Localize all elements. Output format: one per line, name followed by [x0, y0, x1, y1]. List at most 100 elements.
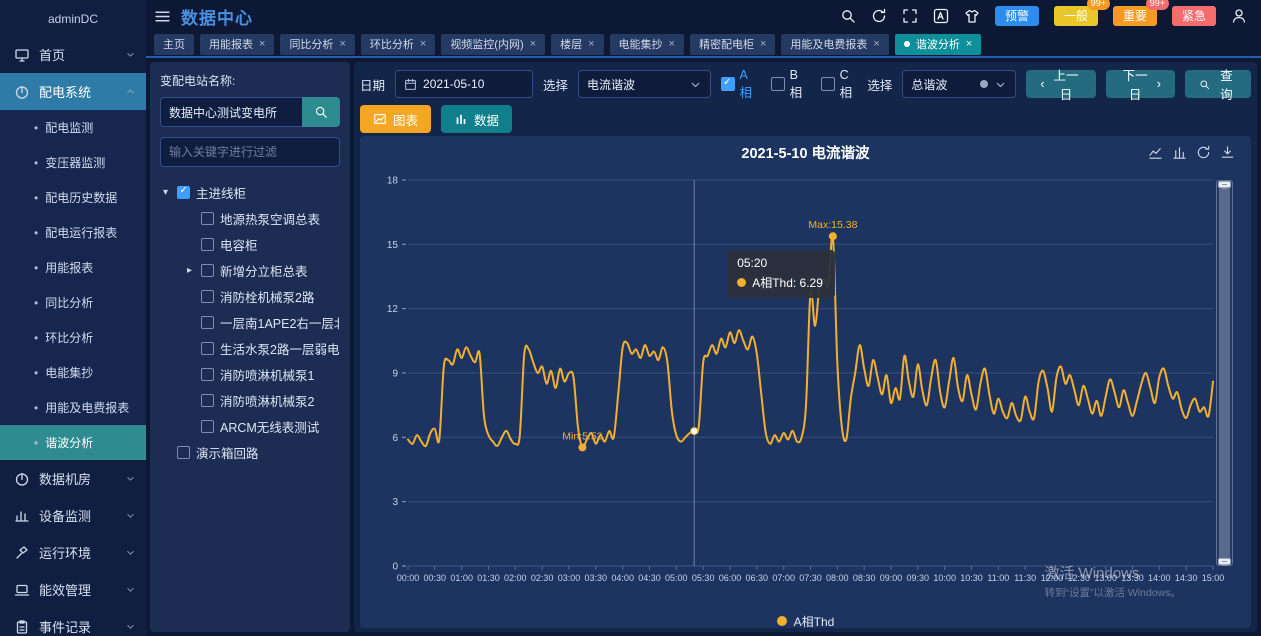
tab-close-icon[interactable]: × [339, 38, 346, 50]
harmonic-type-select[interactable]: 电流谐波 [578, 70, 711, 98]
tab-close-icon[interactable]: × [965, 38, 973, 50]
tool-line-icon[interactable] [1148, 145, 1163, 160]
station-search-button[interactable] [302, 97, 340, 127]
checkbox[interactable] [820, 77, 835, 91]
tab-用能报表[interactable]: 用能报表 × [200, 33, 275, 55]
tree-node-消防栓机械泵2路[interactable]: 消防栓机械泵2路 [160, 283, 340, 309]
tree-checkbox[interactable] [201, 237, 214, 251]
checkbox[interactable] [770, 77, 785, 91]
datazoom-handle-bottom[interactable] [1218, 558, 1231, 566]
tree-node-电容柜[interactable]: 电容柜 [160, 231, 340, 257]
refresh-icon[interactable] [871, 8, 887, 24]
datazoom-window[interactable] [1219, 186, 1230, 560]
tree-node-主进线柜[interactable]: ▾ 主进线柜 [160, 179, 340, 205]
sidebar-item-数据机房[interactable]: 数据机房 [0, 460, 146, 497]
caret-down-icon[interactable]: ▾ [162, 186, 169, 198]
tree-checkbox[interactable] [201, 341, 214, 355]
sidebar-item-运行环境[interactable]: 运行环境 [0, 534, 146, 571]
sidebar-item-配电系统[interactable]: 配电系统 [0, 73, 146, 110]
tree-checkbox[interactable] [177, 185, 190, 199]
sidebar-subitem-用能及电费报表[interactable]: • 用能及电费报表 [0, 390, 146, 425]
station-input[interactable] [160, 97, 302, 127]
fullscreen-icon[interactable] [902, 8, 918, 24]
harmonic-line-chart[interactable]: 0 3 6 9 12 15 18 00:00 00:30 01:00 01:30 02:00 02:30… [368, 166, 1250, 610]
sidebar-item-首页[interactable]: 首页 [0, 36, 146, 73]
checkbox[interactable] [720, 77, 735, 91]
sidebar-item-设备监测[interactable]: 设备监测 [0, 497, 146, 534]
alert-button-预警[interactable]: 预警 [994, 6, 1039, 26]
tab-楼层[interactable]: 楼层 × [551, 33, 604, 55]
menu-toggle-icon[interactable] [154, 8, 171, 25]
sidebar-subitem-电能集抄[interactable]: • 电能集抄 [0, 355, 146, 390]
tab-close-icon[interactable]: × [588, 38, 595, 50]
tree-node-一层南1APE2右一层北1APE1左[interactable]: 一层南1APE2右一层北1APE1左 [160, 309, 340, 335]
chart-legend[interactable]: A相Thd [368, 610, 1243, 628]
tab-close-icon[interactable]: × [529, 38, 537, 50]
sidebar-subitem-谐波分析[interactable]: • 谐波分析 [0, 425, 146, 460]
user-icon[interactable] [1231, 8, 1247, 24]
tree-filter-input[interactable] [160, 137, 340, 167]
tree-checkbox[interactable] [201, 289, 214, 303]
tree-checkbox[interactable] [201, 315, 214, 329]
alert-button-紧急[interactable]: 紧急 [1171, 6, 1216, 26]
datazoom-slider[interactable] [1216, 180, 1233, 566]
alert-button-重要[interactable]: 重要 99+ [1112, 0, 1169, 26]
sidebar: adminDC 首页 配电系统 • 配电监测 • 变压器监测 • 配电历史数据 • 配电运行报表 •… [0, 0, 146, 636]
tree-checkbox[interactable] [201, 263, 214, 277]
tree-node-生活水泵2路一层弱电房[interactable]: 生活水泵2路一层弱电房 [160, 335, 340, 361]
tree-node-ARCM无线表测试[interactable]: ARCM无线表测试 [160, 413, 340, 439]
theme-icon[interactable] [964, 8, 980, 24]
query-button[interactable]: 查询 [1184, 69, 1251, 102]
sidebar-subitem-用能报表[interactable]: • 用能报表 [0, 250, 146, 285]
font-size-icon[interactable] [933, 8, 949, 24]
tab-close-icon[interactable]: × [668, 38, 675, 50]
tab-视频监控(内网)[interactable]: 视频监控(内网) × [441, 33, 546, 55]
tab-close-icon[interactable]: × [873, 38, 880, 50]
phase-checkbox-B相[interactable]: B相 [770, 68, 807, 101]
tool-restore-icon[interactable] [1196, 145, 1211, 160]
tab-用能及电费报表[interactable]: 用能及电费报表 × [781, 33, 889, 55]
date-picker[interactable]: 2021-05-10 [395, 70, 534, 98]
tree-node-地源热泵空调总表[interactable]: 地源热泵空调总表 [160, 205, 340, 231]
sidebar-subitem-配电监测[interactable]: • 配电监测 [0, 110, 146, 145]
tree-checkbox[interactable] [201, 367, 214, 381]
caret-right-icon[interactable]: ▸ [186, 264, 193, 276]
tree-node-新增分立柜总表[interactable]: ▸ 新增分立柜总表 [160, 257, 340, 283]
tab-close-icon[interactable]: × [419, 38, 427, 50]
datazoom-handle-top[interactable] [1218, 181, 1231, 189]
tree-node-演示箱回路[interactable]: 演示箱回路 [160, 439, 340, 465]
phase-checkbox-A相[interactable]: A相 [720, 68, 757, 101]
next-day-button[interactable]: 下一日 › [1105, 69, 1175, 102]
tab-精密配电柜[interactable]: 精密配电柜 × [689, 33, 776, 55]
tree-checkbox[interactable] [201, 393, 214, 407]
tab-电能集抄[interactable]: 电能集抄 × [609, 33, 684, 55]
data-view-button[interactable]: 数据 [441, 105, 513, 133]
tab-谐波分析[interactable]: 谐波分析 × [894, 33, 982, 55]
tree-node-消防喷淋机械泵1[interactable]: 消防喷淋机械泵1 [160, 361, 340, 387]
tree-checkbox[interactable] [177, 445, 190, 459]
sidebar-subitem-配电运行报表[interactable]: • 配电运行报表 [0, 215, 146, 250]
tab-主页[interactable]: 主页 [154, 33, 194, 55]
sidebar-subitem-配电历史数据[interactable]: • 配电历史数据 [0, 180, 146, 215]
tree-checkbox[interactable] [201, 419, 214, 433]
sidebar-subitem-同比分析[interactable]: • 同比分析 [0, 285, 146, 320]
chart-view-button[interactable]: 图表 [360, 105, 432, 133]
phase-checkbox-C相[interactable]: C相 [820, 68, 858, 101]
tab-close-icon[interactable]: × [259, 38, 266, 50]
alert-button-一般[interactable]: 一般 99+ [1053, 0, 1110, 26]
tab-环比分析[interactable]: 环比分析 × [360, 33, 436, 55]
tab-同比分析[interactable]: 同比分析 × [280, 33, 355, 55]
subitem-label: 谐波分析 [45, 436, 94, 450]
tab-close-icon[interactable]: × [759, 38, 767, 50]
tool-download-icon[interactable] [1220, 145, 1235, 160]
tree-checkbox[interactable] [201, 211, 214, 225]
sidebar-item-能效管理[interactable]: 能效管理 [0, 571, 146, 608]
search-icon[interactable] [840, 8, 856, 24]
sidebar-subitem-环比分析[interactable]: • 环比分析 [0, 320, 146, 355]
sidebar-item-事件记录[interactable]: 事件记录 [0, 608, 146, 636]
tool-bar-icon[interactable] [1172, 145, 1187, 160]
sidebar-subitem-变压器监测[interactable]: • 变压器监测 [0, 145, 146, 180]
prev-day-button[interactable]: ‹ 上一日 [1026, 69, 1096, 102]
tree-node-消防喷淋机械泵2[interactable]: 消防喷淋机械泵2 [160, 387, 340, 413]
total-harmonic-select[interactable]: 总谐波 [902, 70, 1017, 98]
